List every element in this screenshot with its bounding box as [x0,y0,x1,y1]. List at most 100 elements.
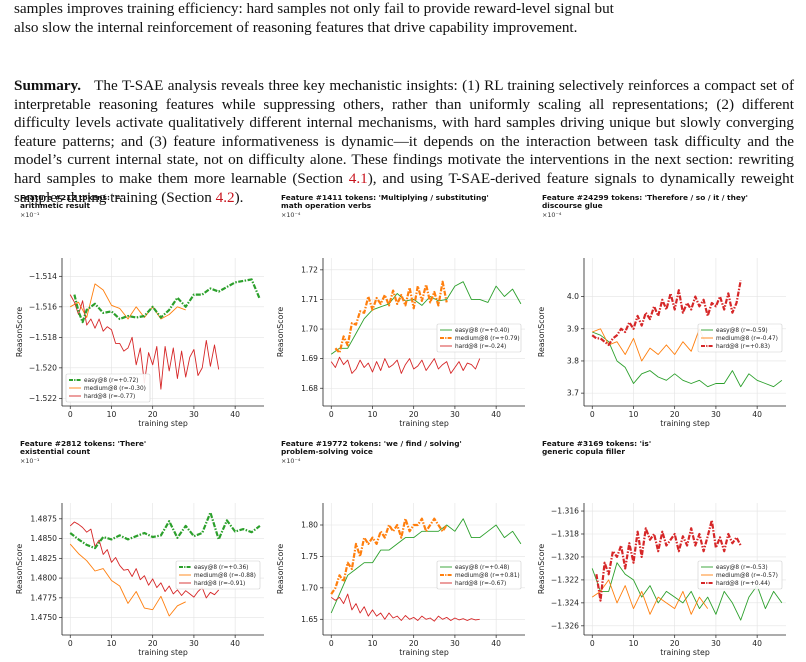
legend-entry: easy@8 (r=+0.36) [194,565,248,571]
y-tick-label: 1.4800 [30,574,57,583]
series-line-medium [69,543,186,617]
y-tick-label: −1.514 [29,272,57,281]
legend: easy@8 (r=+0.40) medium@8 (r=+0.79) hard@8… [436,323,522,353]
chart-panel: Feature #19772 tokens: 'we / find / solv… [276,439,525,657]
legend-entry: medium@8 (r=-0.30) [84,386,146,392]
axis-exponent: ×10⁻¹ [20,457,40,465]
series-line-easy [330,281,522,355]
axis-exponent: ×10⁻⁴ [542,211,562,219]
chart-panel: Feature #24299 tokens: 'Therefore / so /… [537,193,786,428]
chart-panel: Feature #2812 tokens: 'There'existential… [15,439,264,657]
x-tick-label: 30 [189,410,199,419]
chart-title: Feature #19772 tokens: 'we / find / solv… [281,439,462,448]
y-tick-label: 1.4775 [30,593,57,602]
legend-entry: medium@8 (r=-0.88) [194,573,256,579]
legend-entry: medium@8 (r=+0.79) [455,336,520,342]
axis-exponent: ×10⁻¹ [20,211,40,219]
x-tick-label: 10 [629,639,639,648]
y-tick-label: −1.316 [551,507,579,516]
chart-subtitle: problem-solving voice [281,447,373,456]
series-line-medium [591,579,709,615]
x-tick-label: 20 [409,639,419,648]
y-tick-label: 1.4875 [30,514,57,523]
legend: easy@8 (r=+0.36) medium@8 (r=-0.88) hard@8… [175,560,261,590]
y-axis-label: ReasonScore [276,307,285,357]
legend-entry: medium@8 (r=-0.47) [716,336,778,342]
chart-subtitle: generic copula filler [542,447,625,456]
series-line-hard [591,280,742,346]
y-tick-label: −1.318 [551,530,579,539]
series-line-easy [330,518,522,614]
series-line-hard [595,519,742,602]
legend-entry: easy@8 (r=+0.40) [455,328,509,334]
x-tick-label: 20 [670,639,680,648]
x-tick-label: 30 [711,639,721,648]
legend-entry: hard@8 (r=-0.67) [455,581,506,587]
legend-entry: hard@8 (r=-0.77) [84,394,135,400]
summary-paragraph: Summary. The T-SAE analysis reveals thre… [14,77,794,207]
legend-entry: easy@8 (r=+0.48) [455,565,509,571]
x-tick-label: 20 [148,410,158,419]
series-line-medium [334,280,448,354]
chart-subtitle: math operation verbs [281,201,372,210]
y-tick-label: 1.65 [301,615,318,624]
x-tick-label: 30 [711,410,721,419]
legend-box [436,323,522,353]
x-tick-label: 10 [107,639,117,648]
y-tick-label: 1.4750 [30,613,57,622]
legend-entry: medium@8 (r=-0.57) [716,573,778,579]
x-tick-label: 40 [230,639,240,648]
y-tick-label: −1.522 [29,394,57,403]
chart-panel: Feature #3169 tokens: 'is'generic copula… [537,439,786,657]
legend-entry: hard@8 (r=-0.91) [194,581,245,587]
x-tick-label: 0 [590,639,595,648]
series-line-medium [69,283,186,320]
chart-panel: Feature #1411 tokens: 'Multiplying / sub… [276,193,525,428]
series-line-easy [73,278,261,324]
y-axis-label: ReasonScore [15,544,24,594]
chart-subtitle: discourse glue [542,201,603,210]
x-tick-label: 0 [68,410,73,419]
y-tick-label: 3.7 [567,389,579,398]
x-axis-label: training step [660,419,710,428]
x-tick-label: 0 [329,410,334,419]
x-tick-label: 40 [491,410,501,419]
paragraph-line: also slow the internal reinforcement of … [14,18,578,36]
y-tick-label: −1.324 [551,598,579,607]
x-tick-label: 30 [450,639,460,648]
y-tick-label: 1.69 [301,354,318,363]
y-axis-label: ReasonScore [15,307,24,357]
chart-title: Feature #24299 tokens: 'Therefore / so /… [542,193,748,202]
x-tick-label: 40 [491,639,501,648]
series-line-hard [330,593,480,622]
chart-subtitle: existential count [20,447,91,456]
y-tick-label: −1.320 [551,553,579,562]
chart-title: Feature #212 tokens: '=' [20,193,123,202]
x-tick-label: 40 [752,639,762,648]
axis-exponent: ×10⁻⁴ [281,457,301,465]
series-line-medium [592,328,709,362]
legend-box [697,323,783,353]
y-tick-label: 4.0 [567,292,579,301]
legend-entry: hard@8 (r=-0.24) [455,344,506,350]
y-axis-label: ReasonScore [537,544,546,594]
x-tick-label: 10 [107,410,117,419]
summary-text: ). [234,188,244,206]
chart-title: Feature #3169 tokens: 'is' [542,439,651,448]
section-ref-link[interactable]: 4.2 [215,188,235,206]
y-tick-label: 1.68 [301,384,318,393]
legend-entry: hard@8 (r=+0.83) [716,344,770,350]
x-axis-label: training step [138,648,188,657]
x-tick-label: 30 [450,410,460,419]
y-tick-label: 3.8 [567,357,579,366]
y-tick-label: −1.518 [29,333,57,342]
legend-entry: easy@8 (r=-0.59) [716,328,768,334]
y-tick-label: 3.9 [567,324,579,333]
legend: easy@8 (r=-0.53) medium@8 (r=-0.57) hard@8… [697,560,783,590]
y-tick-label: 1.71 [301,295,318,304]
legend: easy@8 (r=-0.59) medium@8 (r=-0.47) hard@8… [697,323,783,353]
section-ref-link[interactable]: 4.1 [348,169,368,187]
x-tick-label: 10 [368,410,378,419]
x-tick-label: 0 [68,639,73,648]
